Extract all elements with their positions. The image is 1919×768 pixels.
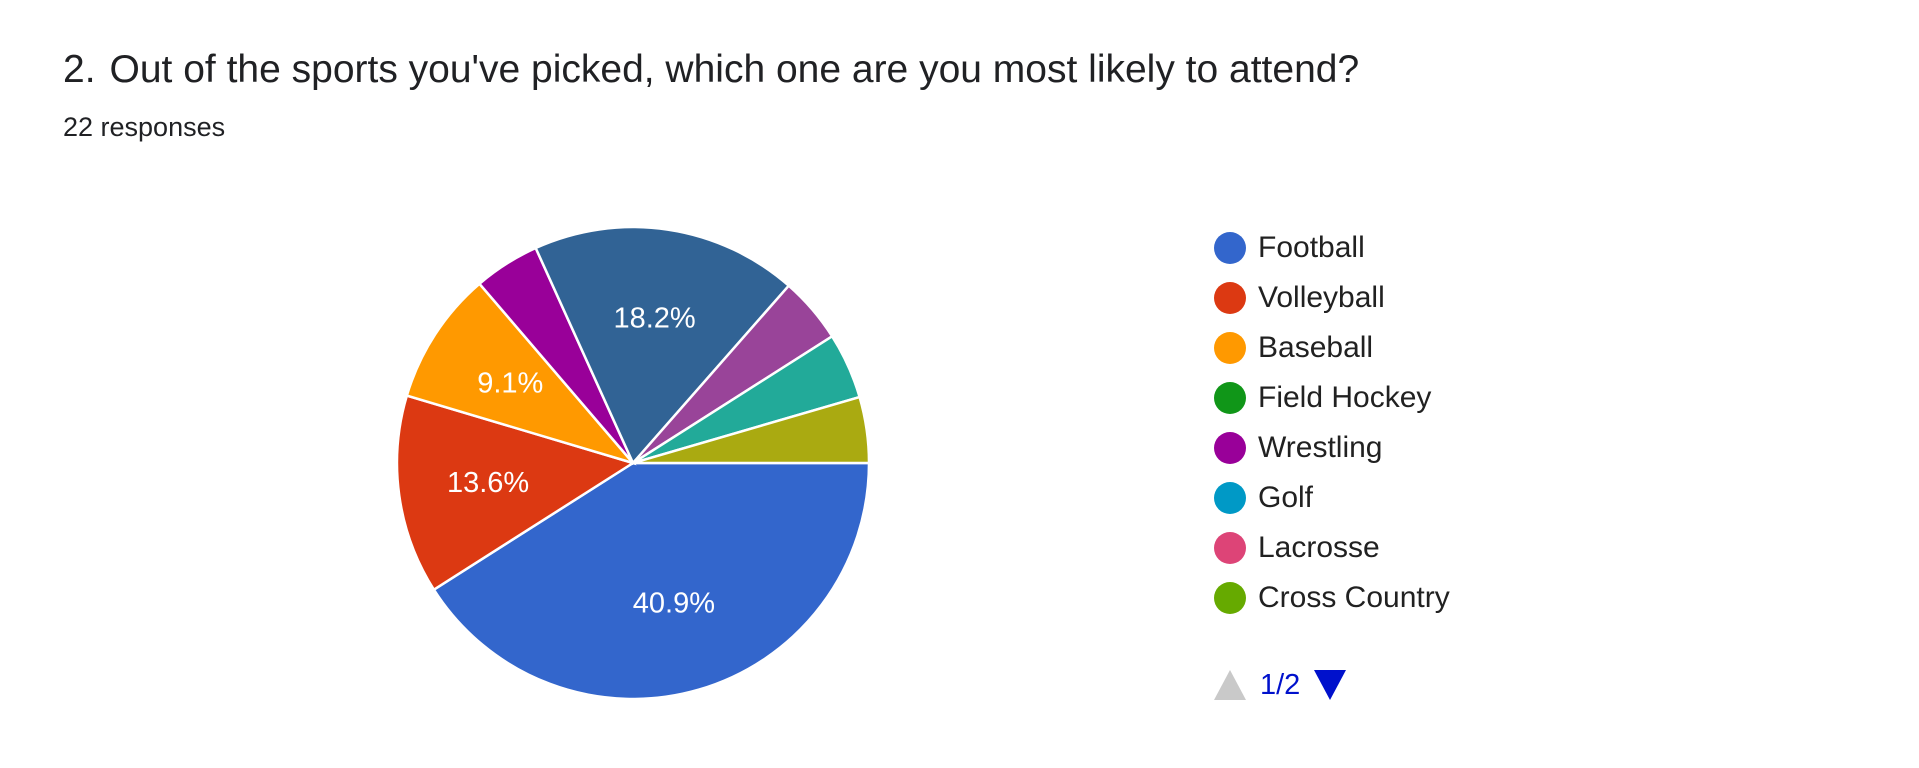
legend-item-volleyball[interactable]: Volleyball: [1214, 273, 1450, 323]
legend-page-indicator: 1/2: [1260, 668, 1301, 701]
legend-item-wrestling[interactable]: Wrestling: [1214, 423, 1450, 473]
pie-slice-label: 13.6%: [447, 467, 529, 499]
question-title: 2. Out of the sports you've picked, which…: [63, 46, 1359, 94]
legend-item-label: Wrestling: [1258, 431, 1383, 464]
legend-swatch-icon: [1214, 232, 1246, 264]
legend-item-baseball[interactable]: Baseball: [1214, 323, 1450, 373]
legend-previous-page-button[interactable]: [1214, 670, 1246, 700]
pie-slice-label: 18.2%: [613, 302, 695, 334]
legend-item-label: Lacrosse: [1258, 531, 1380, 564]
response-count: 22 responses: [63, 112, 226, 142]
legend-swatch-icon: [1214, 432, 1246, 464]
legend-item-field-hockey[interactable]: Field Hockey: [1214, 373, 1450, 423]
legend-swatch-icon: [1214, 482, 1246, 514]
legend-swatch-icon: [1214, 382, 1246, 414]
legend-item-label: Baseball: [1258, 331, 1374, 364]
chart-legend: Football Volleyball Baseball Field Hockey Wr…: [1214, 223, 1450, 623]
pie-slice-label: 9.1%: [477, 367, 543, 399]
pie-slice-baseball[interactable]: [405, 281, 637, 466]
legend-item-cross-country[interactable]: Cross Country: [1214, 573, 1450, 623]
legend-item-label: Football: [1258, 231, 1365, 264]
legend-item-label: Golf: [1258, 481, 1314, 514]
legend-pager: 1/2: [1214, 665, 1347, 705]
pie-slice-football[interactable]: [432, 461, 871, 701]
pie-slice-8[interactable]: [632, 395, 871, 465]
legend-item-football[interactable]: Football: [1214, 223, 1450, 273]
legend-item-golf[interactable]: Golf: [1214, 473, 1450, 523]
legend-item-label: Field Hockey: [1258, 381, 1432, 414]
pie-slice-label: 40.9%: [633, 587, 715, 619]
legend-item-label: Cross Country: [1258, 581, 1450, 614]
legend-swatch-icon: [1214, 532, 1246, 564]
pie-slice-5[interactable]: [534, 225, 791, 466]
legend-next-page-button[interactable]: [1314, 670, 1347, 700]
question-text: Out of the sports you've picked, which o…: [109, 48, 1360, 91]
legend-swatch-icon: [1214, 282, 1246, 314]
legend-swatch-icon: [1214, 332, 1246, 364]
question-number: 2.: [63, 48, 96, 91]
pie-slice-volleyball[interactable]: [395, 394, 636, 592]
legend-item-label: Volleyball: [1258, 281, 1385, 314]
legend-swatch-icon: [1214, 582, 1246, 614]
legend-item-lacrosse[interactable]: Lacrosse: [1214, 523, 1450, 573]
